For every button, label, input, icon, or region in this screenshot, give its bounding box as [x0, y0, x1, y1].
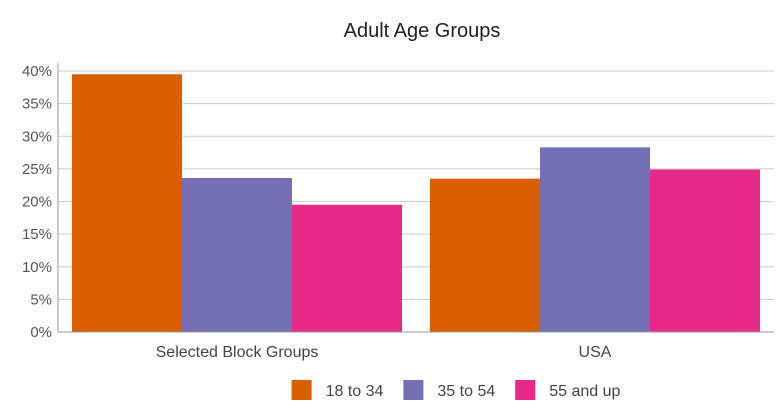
y-axis-ticks: 0% 5% 10% 15% 20% 25% 30% 35% 40% [22, 63, 52, 341]
legend-swatch [403, 380, 424, 400]
x-category-label: USA [579, 344, 612, 361]
y-tick-label: 15% [22, 226, 52, 243]
x-axis-categories: Selected Block Groups USA [156, 344, 612, 361]
legend-label: 55 and up [549, 383, 620, 400]
bar [540, 147, 650, 332]
legend-label: 35 to 54 [437, 383, 495, 400]
y-tick-label: 5% [30, 291, 52, 308]
bar [430, 178, 540, 332]
bar [182, 178, 292, 332]
legend-swatch [291, 380, 312, 400]
bar [292, 204, 402, 332]
legend: 18 to 34 35 to 54 55 and up [291, 380, 621, 400]
y-tick-label: 10% [22, 259, 52, 276]
x-category-label: Selected Block Groups [156, 344, 319, 361]
y-tick-label: 35% [22, 96, 52, 113]
bar [650, 169, 760, 332]
axes [57, 63, 774, 333]
y-tick-label: 25% [22, 161, 52, 178]
bars [72, 74, 760, 332]
chart-title: Adult Age Groups [344, 20, 501, 42]
y-tick-label: 30% [22, 128, 52, 145]
legend-label: 18 to 34 [326, 383, 384, 400]
bar [72, 74, 182, 332]
y-tick-label: 0% [30, 324, 52, 341]
y-tick-label: 40% [22, 63, 52, 80]
y-tick-label: 20% [22, 194, 52, 211]
legend-swatch [515, 380, 536, 400]
